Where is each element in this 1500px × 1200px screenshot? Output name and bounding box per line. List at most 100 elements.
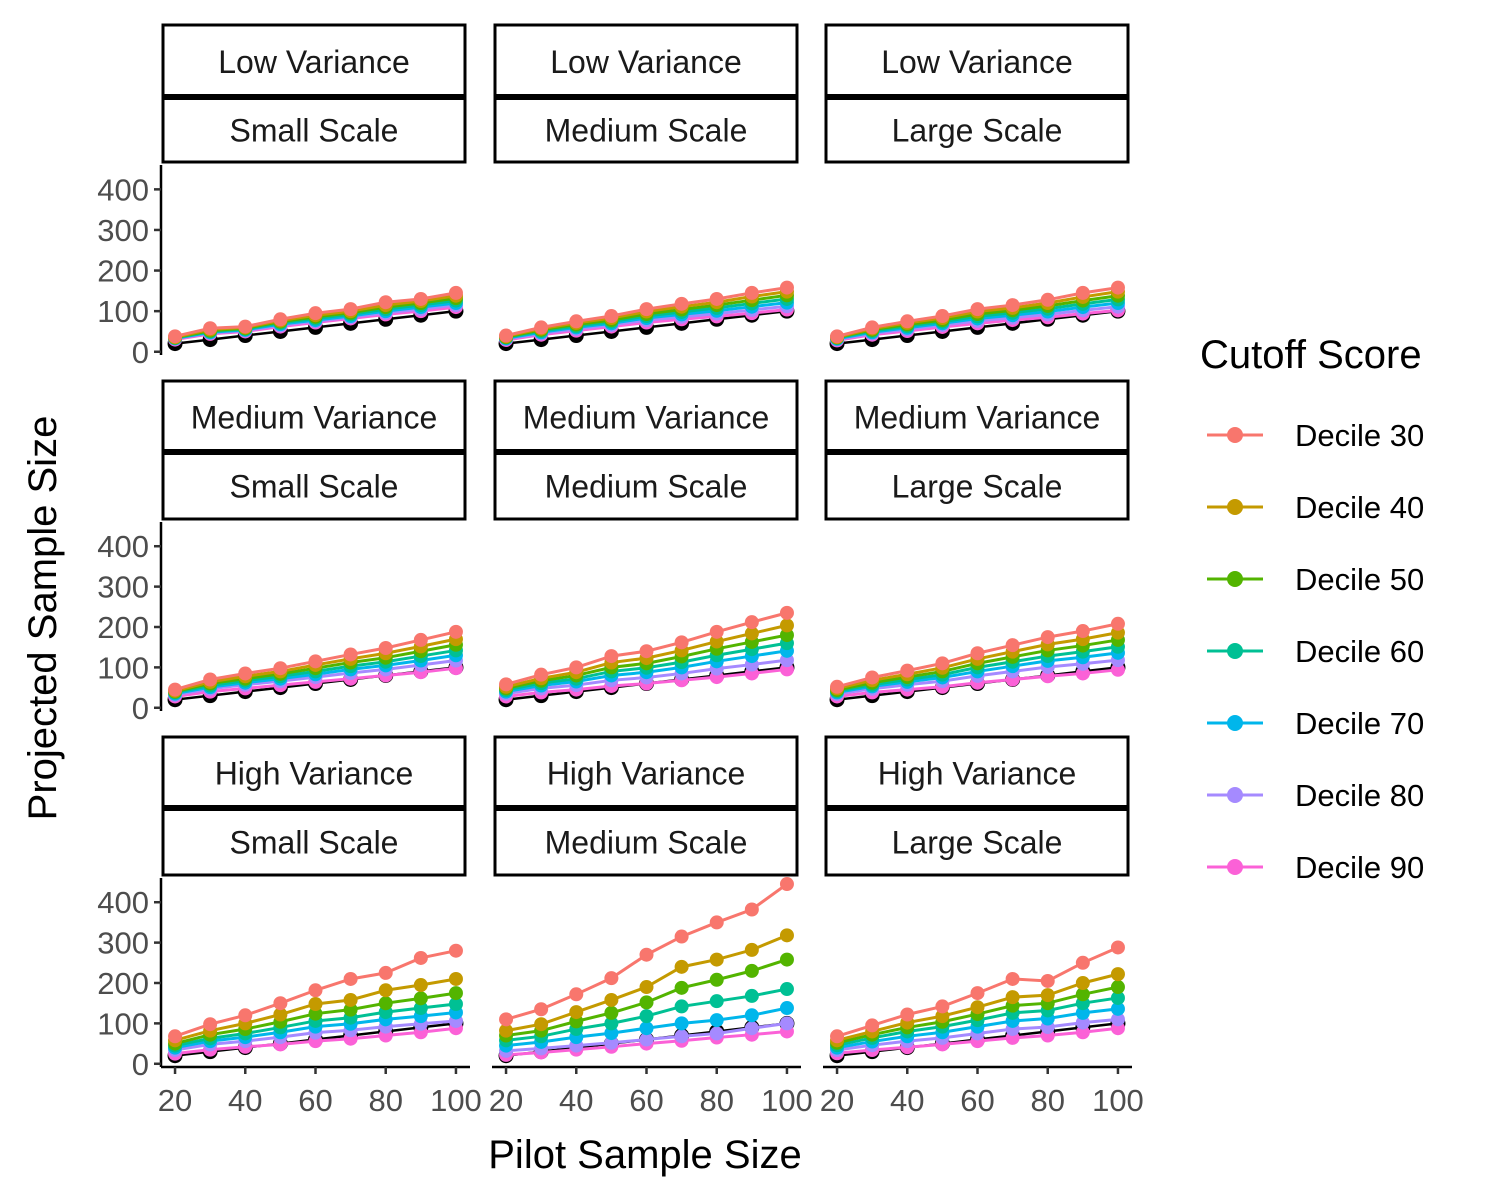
- data-point: [1110, 1012, 1125, 1027]
- data-point: [308, 997, 323, 1011]
- facet-strip-variance: [161, 23, 467, 99]
- data-point: [378, 965, 393, 980]
- data-point: [1110, 616, 1125, 631]
- data-point: [604, 1005, 619, 1020]
- legend-label: Decile 40: [1295, 490, 1424, 525]
- data-point: [378, 996, 393, 1011]
- x-tick-label: 80: [1030, 1083, 1064, 1118]
- legend-item: Decile 30: [1207, 418, 1424, 453]
- data-point: [900, 663, 915, 678]
- data-point: [604, 1026, 619, 1041]
- facet-label-variance: High Variance: [878, 756, 1077, 792]
- data-point: [744, 285, 759, 300]
- data-point: [448, 971, 463, 986]
- data-point: [1075, 285, 1090, 300]
- data-point: [935, 1009, 950, 1024]
- data-point: [1005, 298, 1020, 313]
- x-tick-label: 80: [368, 1083, 402, 1118]
- data-point: [935, 309, 950, 324]
- y-tick-label: 0: [132, 1047, 149, 1082]
- x-tick-label: 60: [298, 1083, 332, 1118]
- data-point: [709, 624, 724, 639]
- data-point: [273, 1007, 288, 1022]
- data-point: [744, 615, 759, 630]
- data-point: [639, 980, 654, 995]
- data-point: [1110, 662, 1125, 677]
- y-tick-label: 0: [132, 691, 149, 726]
- data-point: [865, 320, 880, 335]
- facet-strip-scale: [824, 95, 1130, 164]
- data-point: [1075, 955, 1090, 970]
- facet-label-scale: Large Scale: [892, 469, 1063, 505]
- facet-strip-variance: [493, 735, 799, 810]
- facet-strip-variance: [493, 23, 799, 99]
- data-point: [1110, 1001, 1125, 1016]
- data-point: [744, 942, 759, 957]
- data-point: [604, 1035, 619, 1050]
- data-point: [308, 1006, 323, 1021]
- facet-label-variance: Low Variance: [881, 44, 1073, 80]
- data-point: [779, 628, 794, 643]
- data-point: [534, 1002, 549, 1017]
- facet-strip-variance: [161, 735, 467, 810]
- data-point: [674, 635, 689, 650]
- data-point: [413, 1001, 428, 1016]
- facet-label-scale: Small Scale: [230, 113, 399, 149]
- facet-strip-scale: [824, 450, 1130, 521]
- data-point: [203, 1017, 218, 1032]
- data-point: [674, 959, 689, 974]
- data-point: [830, 329, 845, 344]
- data-point: [779, 605, 794, 620]
- data-point: [343, 1002, 358, 1017]
- data-point: [779, 1016, 794, 1031]
- data-point: [674, 1016, 689, 1031]
- data-point: [499, 677, 514, 692]
- data-point: [534, 1017, 549, 1032]
- legend-item: Decile 40: [1207, 490, 1424, 525]
- legend-item: Decile 90: [1207, 850, 1424, 885]
- data-point: [900, 314, 915, 329]
- data-point: [779, 618, 794, 633]
- data-point: [569, 660, 584, 675]
- facet-label-scale: Small Scale: [230, 825, 399, 861]
- data-point: [970, 986, 985, 1001]
- data-point: [709, 1026, 724, 1041]
- data-point: [779, 280, 794, 295]
- panel-6: Medium Variance Large Scale: [824, 379, 1130, 708]
- data-point: [569, 987, 584, 1002]
- data-point: [343, 992, 358, 1007]
- y-tick-label: 300: [97, 926, 149, 961]
- y-tick-label: 300: [97, 213, 149, 248]
- data-point: [604, 1016, 619, 1031]
- data-point: [674, 929, 689, 944]
- data-point: [203, 321, 218, 336]
- data-point: [448, 986, 463, 1001]
- data-point: [639, 302, 654, 317]
- data-point: [273, 661, 288, 676]
- facet-strip-scale: [493, 95, 799, 164]
- y-tick-label: 200: [97, 610, 149, 645]
- facet-strip-variance: [824, 23, 1130, 99]
- facet-label-variance: Medium Variance: [191, 400, 438, 436]
- legend-key-point: [1227, 643, 1243, 659]
- y-tick-label: 400: [97, 885, 149, 920]
- data-point: [865, 1018, 880, 1033]
- data-point: [744, 963, 759, 978]
- data-point: [1075, 1015, 1090, 1030]
- data-point: [744, 1008, 759, 1023]
- data-point: [569, 314, 584, 329]
- data-point: [709, 972, 724, 987]
- panel-3: Low Variance Large Scale: [824, 23, 1130, 352]
- data-point: [674, 980, 689, 995]
- facet-label-variance: Low Variance: [218, 44, 410, 80]
- x-tick-label: 40: [559, 1083, 593, 1118]
- legend-key-point: [1227, 571, 1243, 587]
- facet-label-variance: High Variance: [215, 756, 414, 792]
- legend-item: Decile 80: [1207, 778, 1424, 813]
- data-point: [1005, 990, 1020, 1005]
- data-point: [1040, 973, 1055, 988]
- x-tick-label: 80: [699, 1083, 733, 1118]
- data-point: [343, 647, 358, 662]
- data-point: [1005, 971, 1020, 986]
